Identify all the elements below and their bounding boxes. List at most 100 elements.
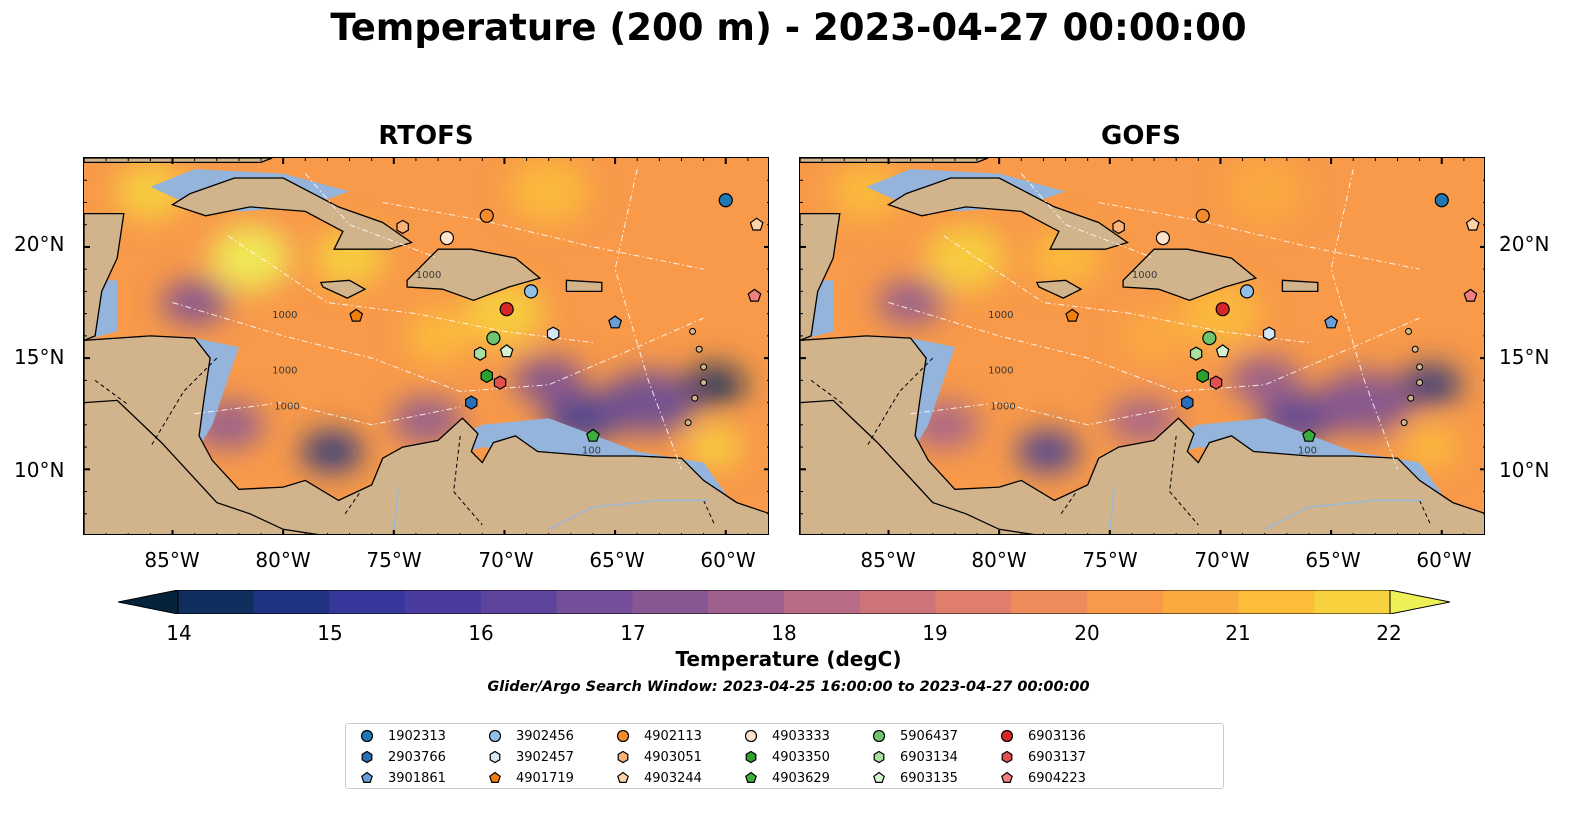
float-marker-3902457: [1262, 326, 1276, 341]
float-marker-1902313: [718, 193, 733, 208]
country-border: [1169, 435, 1199, 526]
float-legend: 1902313 2903766 3901861 3902456 3902457 49017…: [345, 723, 1224, 789]
river-line: [393, 487, 399, 532]
figure-title: Temperature (200 m) - 2023-04-27 00:00:0…: [330, 6, 1247, 49]
legend-item-6903136: 6903136: [1000, 726, 1086, 746]
legend-item-4902113: 4902113: [616, 726, 702, 746]
legend-item-3901861: 3901861: [360, 768, 446, 788]
lon-label-60w-a: 60°W: [700, 548, 756, 572]
hispaniola-land: [406, 248, 542, 301]
legend-label: 3901861: [388, 770, 446, 786]
island-land: [700, 379, 708, 387]
legend-label: 4903333: [772, 728, 830, 744]
colorbar-swatch: [405, 590, 482, 614]
florida-land: [800, 158, 989, 164]
colorbar-tick-22: 22: [1376, 621, 1402, 645]
boundary-line: [943, 235, 1310, 344]
float-marker-4903629: [586, 428, 600, 442]
colorbar-tick-20: 20: [1074, 621, 1100, 645]
panel-title-rtofs: RTOFS: [378, 121, 474, 151]
float-marker-6904223: [747, 288, 762, 302]
lon-label-80w-b: 80°W: [971, 548, 1027, 572]
float-marker-4902113: [479, 208, 494, 223]
country-border: [1419, 500, 1432, 526]
colorbar-swatch: [784, 590, 861, 614]
yucatan-land: [800, 212, 841, 341]
river-line: [1264, 499, 1424, 530]
float-marker-4903051: [396, 219, 409, 235]
legend-label: 4902113: [644, 728, 702, 744]
island-land: [1407, 394, 1415, 402]
colorbar: [118, 590, 1450, 614]
float-marker-6903136: [499, 302, 514, 317]
legend-marker-4902113: [616, 729, 630, 743]
island-land: [689, 327, 697, 335]
legend-item-1902313: 1902313: [360, 726, 446, 746]
float-marker-1902313: [1434, 193, 1449, 208]
contour-label: 1000: [988, 366, 1013, 377]
lat-label-20n-right: 20°N: [1499, 232, 1550, 256]
country-border: [453, 435, 483, 526]
legend-marker-4903244: [617, 771, 629, 783]
lat-label-10n-right: 10°N: [1499, 458, 1550, 482]
legend-marker-3901861: [361, 771, 373, 783]
boundary-line: [1330, 168, 1398, 470]
contour-label: 1000: [990, 401, 1015, 412]
contour-label: 1000: [1132, 270, 1157, 281]
legend-marker-6903136: [1000, 729, 1014, 743]
boundary-line: [382, 202, 704, 270]
contour-label: 1000: [416, 270, 441, 281]
float-marker-3901861: [608, 315, 623, 329]
legend-item-4903333: 4903333: [744, 726, 830, 746]
lon-label-70w-a: 70°W: [478, 548, 534, 572]
float-marker-4903244: [1465, 217, 1480, 231]
boundary-line: [304, 173, 439, 259]
country-border: [703, 500, 716, 526]
boundary-line: [172, 302, 704, 393]
float-marker-4903051: [1112, 219, 1125, 235]
island-land: [691, 394, 699, 402]
float-marker-6903135: [1215, 344, 1230, 358]
colorbar-swatch: [1011, 590, 1088, 614]
legend-marker-4903051: [617, 750, 629, 764]
float-marker-4901719: [1065, 308, 1080, 322]
float-marker-6904223: [1463, 288, 1478, 302]
boundary-line: [910, 402, 1177, 426]
legend-marker-6903135: [873, 771, 885, 783]
colorbar-swatch: [329, 590, 406, 614]
legend-item-4903350: 4903350: [744, 747, 830, 767]
colorbar-tick-16: 16: [468, 621, 494, 645]
legend-marker-6903137: [1001, 750, 1013, 764]
map-rtofs: 1000 1000 1000 1000 100: [83, 157, 769, 535]
legend-item-3902456: 3902456: [488, 726, 574, 746]
country-border: [344, 491, 362, 515]
hispaniola-land: [1122, 248, 1258, 301]
jamaica-land: [319, 279, 367, 299]
legend-label: 4901719: [516, 770, 574, 786]
legend-label: 4903051: [644, 749, 702, 765]
float-marker-3902456: [523, 284, 539, 299]
legend-label: 4903244: [644, 770, 702, 786]
legend-marker-2903766: [361, 750, 373, 764]
contour-label: 1000: [988, 310, 1013, 321]
legend-item-6904223: 6904223: [1000, 768, 1086, 788]
legend-marker-6903134: [873, 750, 885, 764]
legend-marker-4903350: [745, 750, 757, 764]
colorbar-swatch: [632, 590, 709, 614]
lon-label-70w-b: 70°W: [1194, 548, 1250, 572]
country-border: [1060, 491, 1078, 515]
colorbar-swatch: [178, 590, 255, 614]
legend-item-5906437: 5906437: [872, 726, 958, 746]
lat-label-10n-left: 10°N: [14, 458, 65, 482]
island-land: [1400, 419, 1408, 427]
colorbar-swatch: [935, 590, 1012, 614]
river-line: [1109, 487, 1115, 532]
colorbar-tick-18: 18: [771, 621, 797, 645]
float-marker-3902457: [546, 326, 560, 341]
legend-item-4903051: 4903051: [616, 747, 702, 767]
colorbar-min-arrow: [118, 590, 179, 614]
island-land: [1405, 327, 1413, 335]
float-marker-4903350: [1196, 368, 1209, 384]
colorbar-swatch: [1238, 590, 1315, 614]
float-marker-4903333: [439, 230, 455, 246]
